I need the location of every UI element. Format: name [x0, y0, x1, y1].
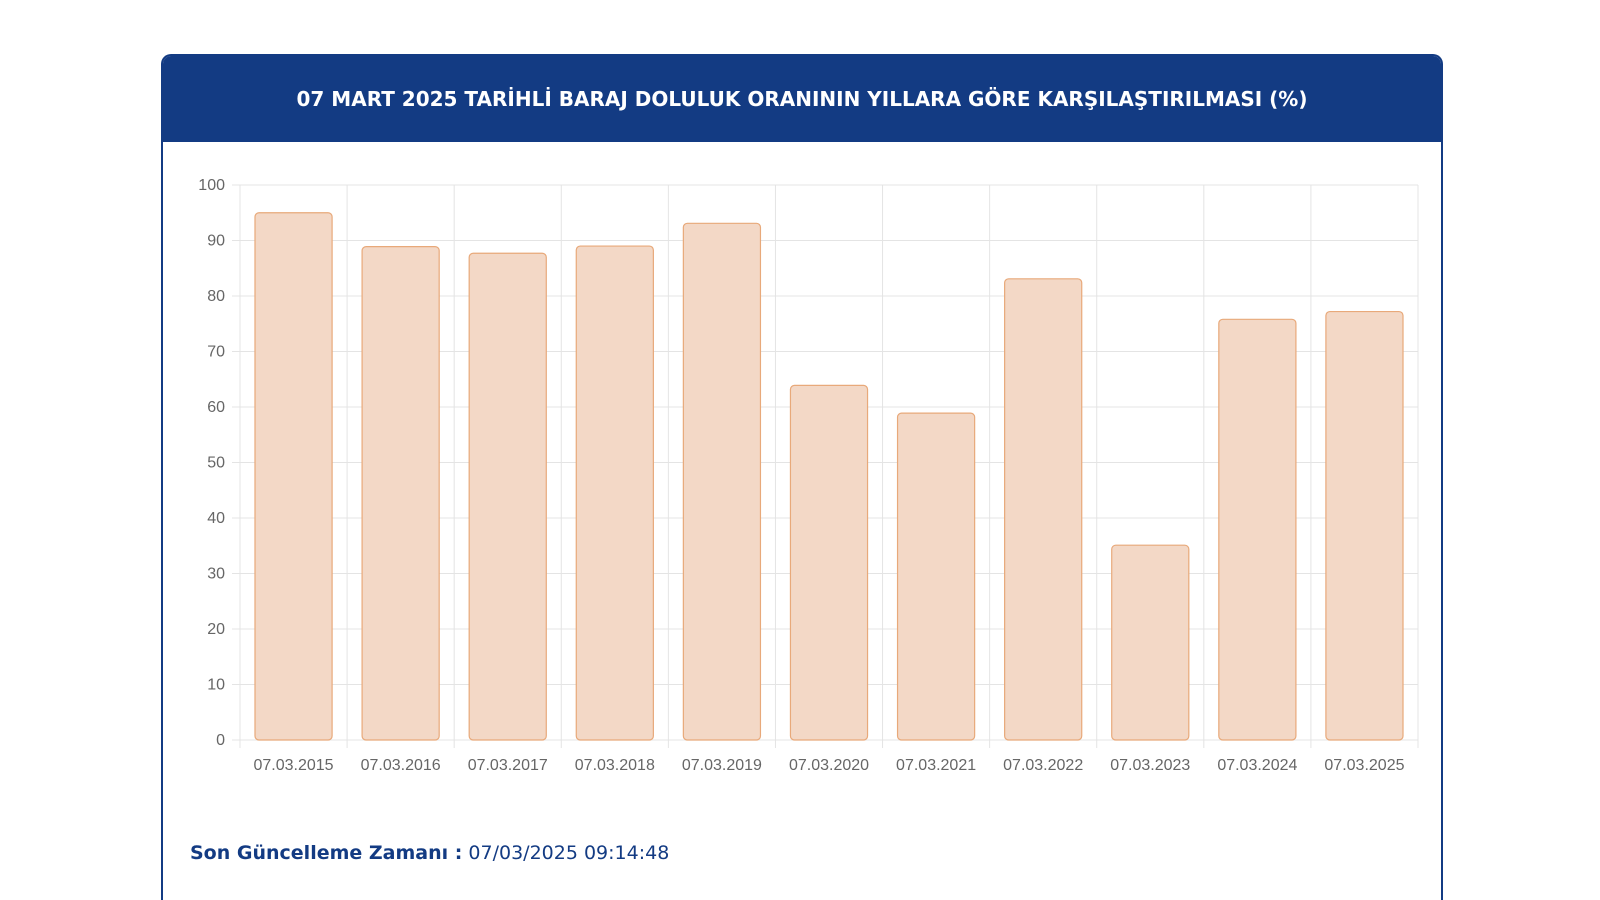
y-tick-label: 30	[207, 566, 225, 583]
last-update: Son Güncelleme Zamanı : 07/03/2025 09:14…	[190, 842, 669, 864]
x-tick-label: 07.03.2015	[254, 757, 334, 774]
bar	[468, 252, 547, 741]
x-tick-label: 07.03.2018	[575, 757, 655, 774]
last-update-label: Son Güncelleme Zamanı :	[190, 842, 463, 864]
x-tick-label: 07.03.2017	[468, 757, 548, 774]
y-tick-label: 80	[207, 288, 225, 305]
bar	[1218, 318, 1297, 741]
x-tick-label: 07.03.2019	[682, 757, 762, 774]
y-tick-label: 10	[207, 677, 225, 694]
y-tick-label: 60	[207, 399, 225, 416]
x-tick-label: 07.03.2022	[1003, 757, 1083, 774]
bar	[789, 384, 869, 741]
y-tick-label: 20	[207, 621, 225, 638]
bar	[1004, 278, 1083, 741]
y-tick-label: 40	[207, 510, 225, 527]
y-tick-label: 50	[207, 455, 225, 472]
bar	[575, 245, 654, 741]
x-tick-label: 07.03.2024	[1217, 757, 1297, 774]
x-tick-label: 07.03.2023	[1110, 757, 1190, 774]
x-tick-label: 07.03.2020	[789, 757, 869, 774]
x-tick-label: 07.03.2016	[361, 757, 441, 774]
bar	[1325, 310, 1404, 741]
y-tick-label: 100	[198, 177, 225, 194]
chart-title: 07 MART 2025 TARİHLİ BARAJ DOLULUK ORANI…	[163, 56, 1441, 142]
bar	[1111, 544, 1190, 741]
x-tick-label: 07.03.2021	[896, 757, 976, 774]
bar	[361, 246, 440, 741]
y-tick-label: 70	[207, 344, 225, 361]
bar	[682, 222, 762, 741]
y-tick-label: 90	[207, 233, 225, 250]
bar	[254, 212, 333, 741]
y-tick-label: 0	[216, 732, 225, 749]
last-update-value: 07/03/2025 09:14:48	[468, 842, 670, 864]
x-tick-label: 07.03.2025	[1324, 757, 1404, 774]
bar	[896, 412, 976, 741]
